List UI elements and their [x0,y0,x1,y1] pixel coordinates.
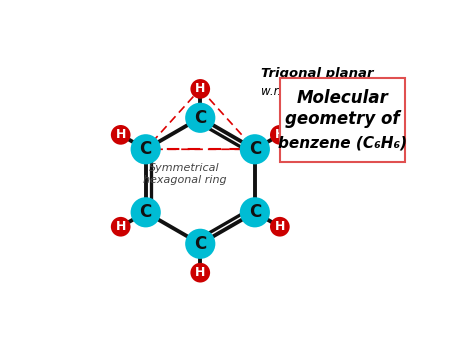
Circle shape [240,197,270,227]
Circle shape [270,125,290,145]
Text: C: C [249,140,261,158]
Text: C: C [249,203,261,221]
Text: Molecular: Molecular [297,89,389,107]
FancyBboxPatch shape [280,78,405,163]
Text: Symmetrical
hexagonal ring: Symmetrical hexagonal ring [143,163,226,185]
Circle shape [111,217,130,237]
Text: H: H [274,220,285,233]
Text: w.r.t each C-atom: w.r.t each C-atom [261,85,365,98]
Text: benzene (C₆H₆): benzene (C₆H₆) [278,136,407,151]
Text: C: C [194,235,206,253]
Circle shape [111,125,130,145]
Circle shape [185,103,215,133]
Text: C: C [139,203,152,221]
Circle shape [185,229,215,259]
Text: H: H [195,266,205,279]
Text: H: H [274,129,285,141]
Text: C: C [139,140,152,158]
Circle shape [131,134,161,164]
Text: H: H [116,129,126,141]
Circle shape [240,134,270,164]
Text: C: C [194,109,206,127]
Circle shape [131,197,161,227]
Circle shape [191,263,210,282]
Text: H: H [116,220,126,233]
Text: geometry of: geometry of [285,110,400,128]
Text: H: H [195,82,205,95]
Circle shape [270,217,290,237]
Circle shape [191,79,210,99]
Text: Trigonal planar: Trigonal planar [261,67,373,79]
